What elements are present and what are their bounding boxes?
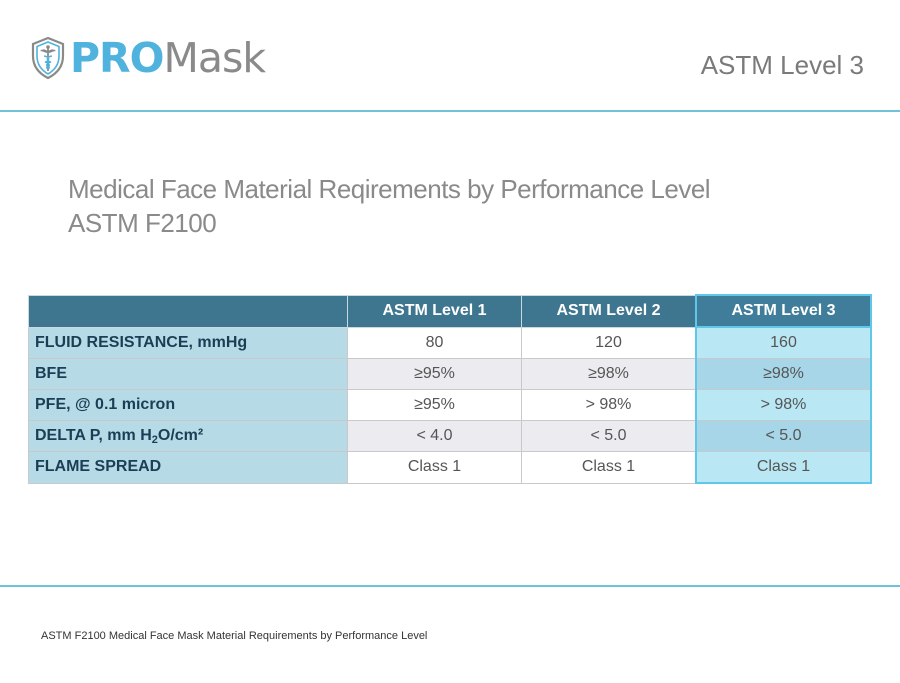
page-title-line2: ASTM F2100 [68,208,217,238]
table-cell-highlighted: > 98% [695,389,872,421]
table-cell-highlighted: < 5.0 [695,420,872,452]
table-row-fluid-resistance: FLUID RESISTANCE, mmHg 80 120 160 [28,326,872,359]
table-row-delta-p: DELTA P, mm H2O/cm² < 4.0 < 5.0 < 5.0 [28,420,872,452]
row-label-bfe: BFE [28,358,348,390]
row-label-delta-p: DELTA P, mm H2O/cm² [28,420,348,452]
table-cell: > 98% [521,389,697,421]
table-cell-highlighted: ≥98% [695,358,872,390]
row-label-pfe: PFE, @ 0.1 micron [28,389,348,421]
table-cell: < 4.0 [347,420,522,452]
table-cell: 120 [521,326,697,359]
table-corner-cell [28,294,348,328]
header-level-label: ASTM Level 3 [700,50,864,80]
header-divider [0,110,900,112]
table-row-pfe: PFE, @ 0.1 micron ≥95% > 98% > 98% [28,389,872,421]
column-header-level-1: ASTM Level 1 [347,294,522,328]
table-cell-highlighted: Class 1 [695,451,872,484]
requirements-table: ASTM Level 1 ASTM Level 2 ASTM Level 3 F… [28,294,872,484]
table-cell: 80 [347,326,522,359]
footnote: ASTM F2100 Medical Face Mask Material Re… [41,630,428,642]
row-label-delta-p-post: O/cm² [157,426,204,444]
table-row-flame-spread: FLAME SPREAD Class 1 Class 1 Class 1 [28,451,872,484]
caduceus-shield-icon [31,36,65,80]
logo-pro-text: PRO [70,34,164,82]
table-header-row: ASTM Level 1 ASTM Level 2 ASTM Level 3 [28,294,872,328]
row-label-fluid-resistance: FLUID RESISTANCE, mmHg [28,326,348,359]
page-title: Medical Face Material Reqirements by Per… [68,172,711,240]
logo-mask-text: Mask [163,34,266,82]
table-cell: Class 1 [347,451,522,484]
column-header-level-2: ASTM Level 2 [521,294,697,328]
table-cell: < 5.0 [521,420,697,452]
table-cell: ≥98% [521,358,697,390]
table-row-bfe: BFE ≥95% ≥98% ≥98% [28,358,872,390]
row-label-delta-p-pre: DELTA P, mm H [35,426,152,444]
page-header: PRO Mask ASTM Level 3 [0,0,900,112]
column-header-level-3: ASTM Level 3 [695,294,872,328]
table-cell: Class 1 [521,451,697,484]
row-label-delta-p-sub: 2 [151,433,158,446]
page-title-line1: Medical Face Material Reqirements by Per… [68,174,711,204]
table-cell: ≥95% [347,358,522,390]
row-label-flame-spread: FLAME SPREAD [28,451,348,484]
footer-divider [0,585,900,587]
table-cell-highlighted: 160 [695,326,872,359]
table-cell: ≥95% [347,389,522,421]
promask-logo: PRO Mask [30,34,266,82]
